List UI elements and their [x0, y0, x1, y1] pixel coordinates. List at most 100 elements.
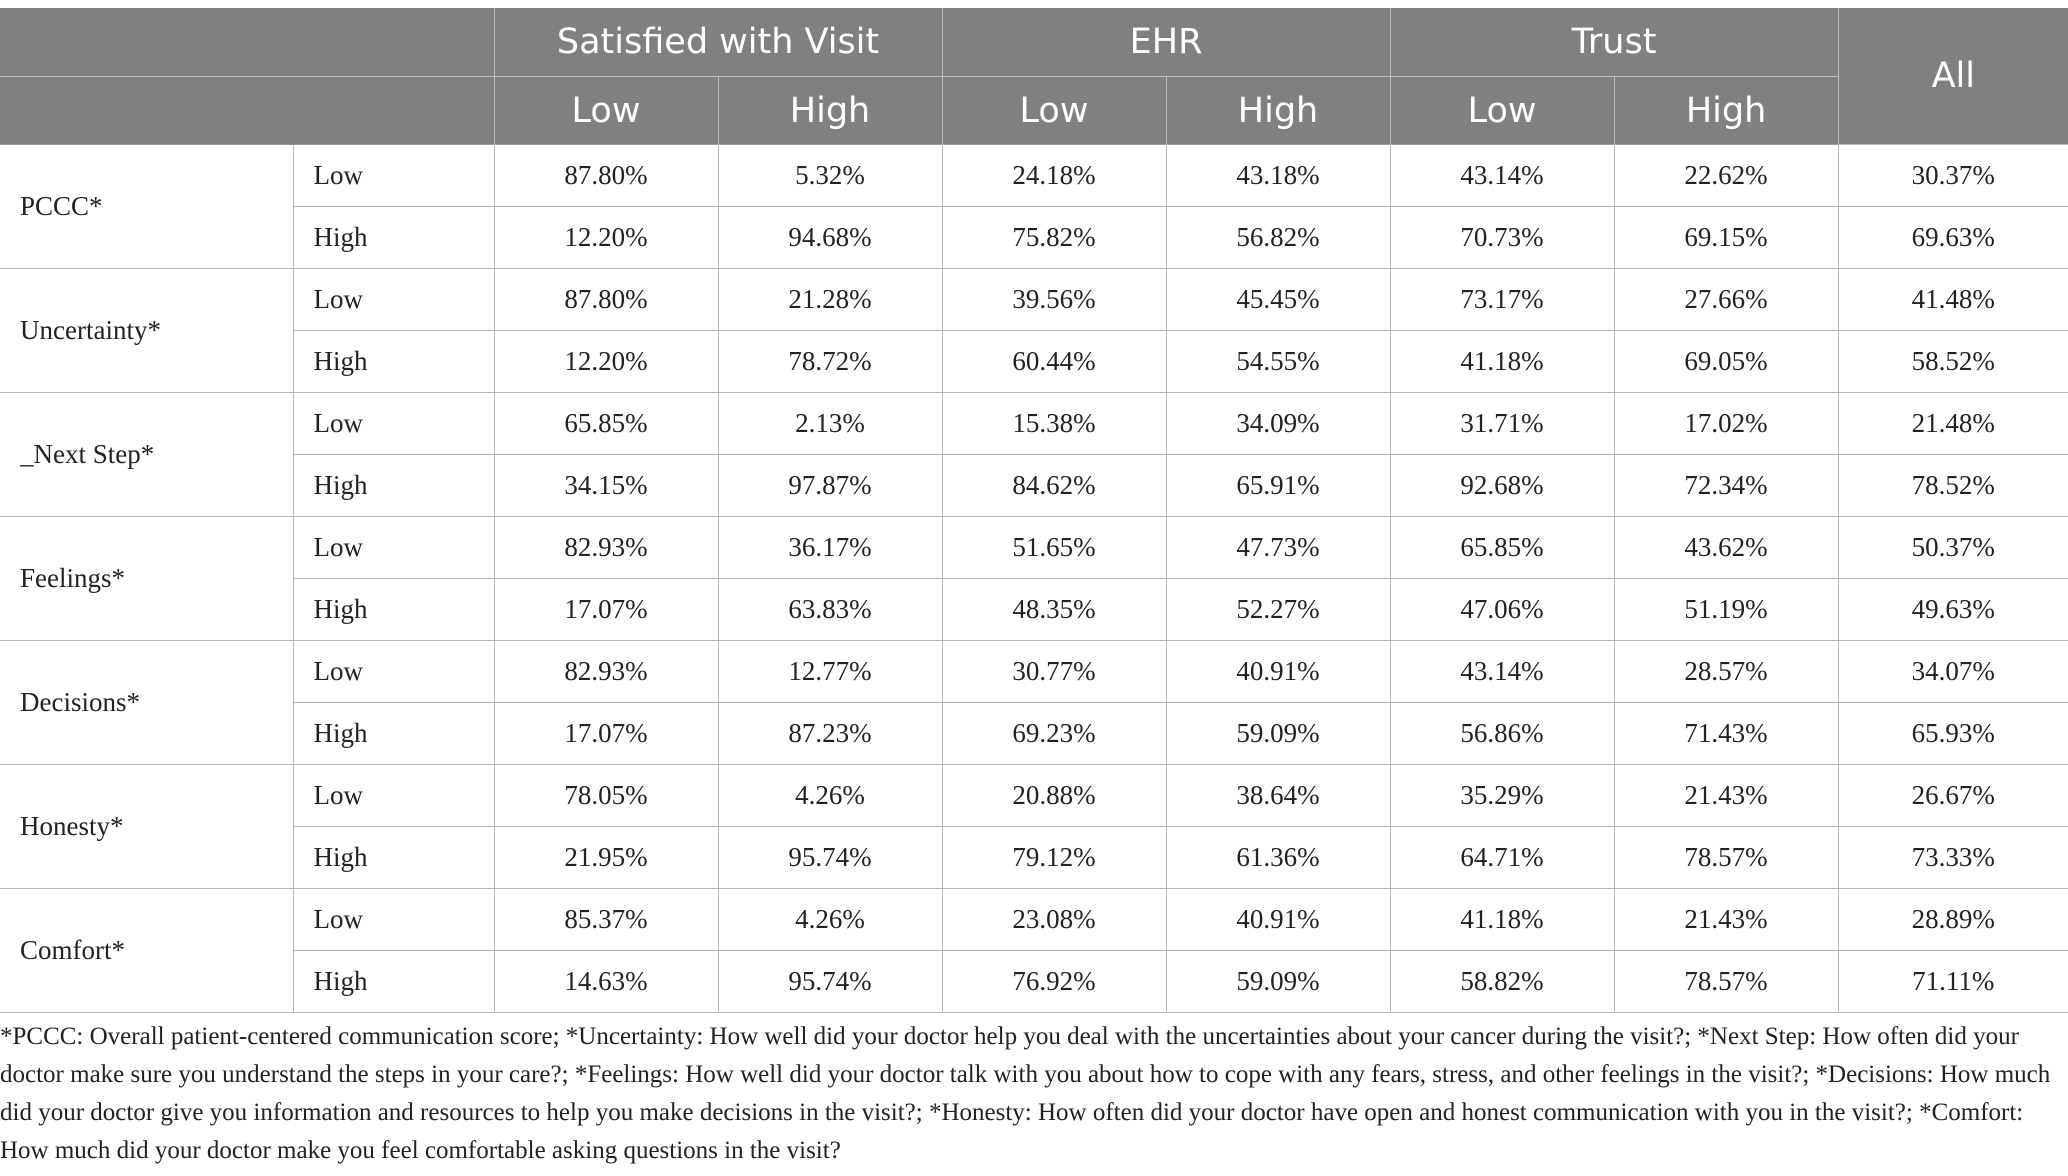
value-cell: 35.29%: [1389, 764, 1615, 827]
table-row: High 21.95% 95.74% 79.12% 61.36% 64.71% 78.57%…: [0, 826, 2068, 889]
value-cell: 50.37%: [1837, 516, 2068, 579]
value-cell: 30.37%: [1837, 144, 2068, 207]
table-row: High 17.07% 63.83% 48.35% 52.27% 47.06% 51.19%…: [0, 578, 2068, 641]
measure-label: PCCC*: [0, 144, 293, 269]
table-row: Uncertainty* Low 87.80% 21.28% 39.56% 45.45% 7…: [0, 268, 2068, 393]
level-label: High: [292, 578, 494, 641]
value-cell: 43.62%: [1613, 516, 1839, 579]
value-cell: 75.82%: [941, 206, 1167, 269]
value-cell: 40.91%: [1165, 888, 1391, 951]
value-cell: 39.56%: [941, 268, 1167, 331]
value-cell: 54.55%: [1165, 330, 1391, 393]
value-cell: 94.68%: [717, 206, 943, 269]
value-cell: 73.33%: [1837, 826, 2068, 889]
value-cell: 12.77%: [717, 640, 943, 703]
value-cell: 17.02%: [1613, 392, 1839, 455]
value-cell: 78.57%: [1613, 826, 1839, 889]
measure-label: Feelings*: [0, 516, 293, 641]
value-cell: 59.09%: [1165, 702, 1391, 765]
table-row: High 14.63% 95.74% 76.92% 59.09% 58.82% 78.57%…: [0, 950, 2068, 1013]
value-cell: 22.62%: [1613, 144, 1839, 207]
group-header-ehr: EHR: [941, 8, 1391, 77]
value-cell: 28.89%: [1837, 888, 2068, 951]
value-cell: 48.35%: [941, 578, 1167, 641]
value-cell: 69.63%: [1837, 206, 2068, 269]
value-cell: 17.07%: [493, 702, 718, 765]
subheader-low: Low: [1389, 76, 1615, 145]
table-row: High 34.15% 97.87% 84.62% 65.91% 92.68% 72.34%…: [0, 454, 2068, 517]
level-label: Low: [292, 516, 494, 579]
level-label: Low: [292, 268, 494, 331]
table-row: High 12.20% 78.72% 60.44% 54.55% 41.18% 69.05%…: [0, 330, 2068, 393]
value-cell: 17.07%: [493, 578, 718, 641]
level-label: High: [292, 330, 494, 393]
value-cell: 52.27%: [1165, 578, 1391, 641]
value-cell: 72.34%: [1613, 454, 1839, 517]
value-cell: 21.48%: [1837, 392, 2068, 455]
header-corner: [0, 8, 494, 77]
level-label: Low: [292, 764, 494, 827]
measure-label: Comfort*: [0, 888, 293, 1013]
subheader-high: High: [1613, 76, 1839, 145]
value-cell: 43.14%: [1389, 144, 1615, 207]
header-corner-sub: [0, 76, 494, 145]
table-row: Comfort* Low 85.37% 4.26% 23.08% 40.91% 41.18%…: [0, 888, 2068, 1013]
value-cell: 69.23%: [941, 702, 1167, 765]
value-cell: 12.20%: [493, 206, 718, 269]
table-row: High 17.07% 87.23% 69.23% 59.09% 56.86% 71.43%…: [0, 702, 2068, 765]
subheader-low: Low: [941, 76, 1167, 145]
table-row: High 12.20% 94.68% 75.82% 56.82% 70.73% 69.15%…: [0, 206, 2068, 269]
value-cell: 95.74%: [717, 950, 943, 1013]
group-header-all: All: [1837, 8, 2068, 145]
table-row: Feelings* Low 82.93% 36.17% 51.65% 47.73% 65.8…: [0, 516, 2068, 641]
table-row: _Next Step* Low 65.85% 2.13% 15.38% 34.09% 31.…: [0, 392, 2068, 517]
value-cell: 87.80%: [493, 268, 718, 331]
value-cell: 70.73%: [1389, 206, 1615, 269]
value-cell: 78.57%: [1613, 950, 1839, 1013]
value-cell: 58.52%: [1837, 330, 2068, 393]
value-cell: 51.65%: [941, 516, 1167, 579]
group-header-satisfied: Satisfied with Visit: [493, 8, 943, 77]
value-cell: 69.15%: [1613, 206, 1839, 269]
value-cell: 21.95%: [493, 826, 718, 889]
value-cell: 85.37%: [493, 888, 718, 951]
subheader-low: Low: [493, 76, 718, 145]
value-cell: 38.64%: [1165, 764, 1391, 827]
level-label: Low: [292, 888, 494, 951]
value-cell: 73.17%: [1389, 268, 1615, 331]
value-cell: 15.38%: [941, 392, 1167, 455]
table-row: Honesty* Low 78.05% 4.26% 20.88% 38.64% 35.29%…: [0, 764, 2068, 889]
value-cell: 69.05%: [1613, 330, 1839, 393]
level-label: Low: [292, 640, 494, 703]
table-row: PCCC* Low 87.80% 5.32% 24.18% 43.18% 43.14% 22.…: [0, 144, 2068, 269]
value-cell: 79.12%: [941, 826, 1167, 889]
value-cell: 63.83%: [717, 578, 943, 641]
table-header: Satisfied with Visit EHR Trust All Low H…: [0, 8, 2068, 145]
value-cell: 26.67%: [1837, 764, 2068, 827]
value-cell: 20.88%: [941, 764, 1167, 827]
value-cell: 41.18%: [1389, 888, 1615, 951]
table-row: Decisions* Low 82.93% 12.77% 30.77% 40.91% 43.…: [0, 640, 2068, 765]
value-cell: 78.05%: [493, 764, 718, 827]
value-cell: 34.09%: [1165, 392, 1391, 455]
value-cell: 41.18%: [1389, 330, 1615, 393]
value-cell: 34.15%: [493, 454, 718, 517]
value-cell: 84.62%: [941, 454, 1167, 517]
value-cell: 71.11%: [1837, 950, 2068, 1013]
value-cell: 36.17%: [717, 516, 943, 579]
level-label: High: [292, 454, 494, 517]
value-cell: 56.82%: [1165, 206, 1391, 269]
level-label: Low: [292, 144, 494, 207]
value-cell: 21.43%: [1613, 888, 1839, 951]
value-cell: 27.66%: [1613, 268, 1839, 331]
value-cell: 87.23%: [717, 702, 943, 765]
value-cell: 30.77%: [941, 640, 1167, 703]
subheader-high: High: [717, 76, 943, 145]
value-cell: 21.28%: [717, 268, 943, 331]
value-cell: 65.85%: [493, 392, 718, 455]
measure-label: Honesty*: [0, 764, 293, 889]
value-cell: 65.85%: [1389, 516, 1615, 579]
level-label: High: [292, 826, 494, 889]
value-cell: 21.43%: [1613, 764, 1839, 827]
value-cell: 43.14%: [1389, 640, 1615, 703]
